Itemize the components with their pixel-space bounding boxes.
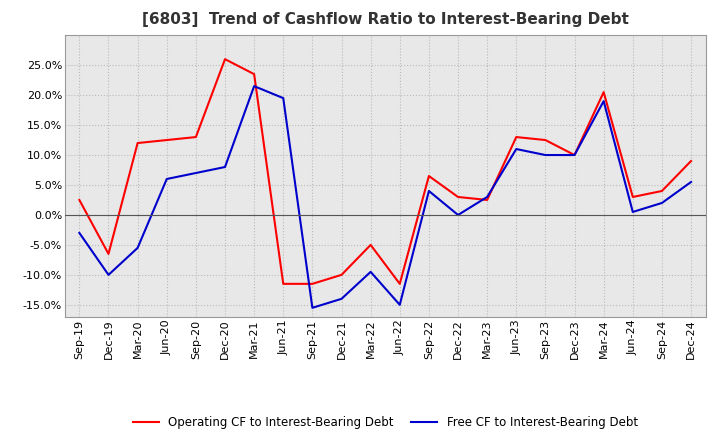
- Free CF to Interest-Bearing Debt: [250, 84, 258, 89]
- Title: [6803]  Trend of Cashflow Ratio to Interest-Bearing Debt: [6803] Trend of Cashflow Ratio to Intere…: [142, 12, 629, 27]
- Operating CF to Interest-Bearing Debt: [541, 137, 550, 143]
- Free CF to Interest-Bearing Debt: [220, 165, 229, 170]
- Free CF to Interest-Bearing Debt: [629, 209, 637, 215]
- Free CF to Interest-Bearing Debt: [483, 194, 492, 200]
- Legend: Operating CF to Interest-Bearing Debt, Free CF to Interest-Bearing Debt: Operating CF to Interest-Bearing Debt, F…: [132, 416, 638, 429]
- Operating CF to Interest-Bearing Debt: [250, 72, 258, 77]
- Operating CF to Interest-Bearing Debt: [75, 197, 84, 202]
- Operating CF to Interest-Bearing Debt: [454, 194, 462, 200]
- Free CF to Interest-Bearing Debt: [599, 99, 608, 104]
- Free CF to Interest-Bearing Debt: [163, 176, 171, 182]
- Operating CF to Interest-Bearing Debt: [104, 251, 113, 257]
- Operating CF to Interest-Bearing Debt: [163, 137, 171, 143]
- Operating CF to Interest-Bearing Debt: [599, 89, 608, 95]
- Operating CF to Interest-Bearing Debt: [512, 134, 521, 139]
- Free CF to Interest-Bearing Debt: [512, 147, 521, 152]
- Free CF to Interest-Bearing Debt: [279, 95, 287, 101]
- Operating CF to Interest-Bearing Debt: [133, 140, 142, 146]
- Operating CF to Interest-Bearing Debt: [483, 197, 492, 202]
- Line: Operating CF to Interest-Bearing Debt: Operating CF to Interest-Bearing Debt: [79, 59, 691, 284]
- Free CF to Interest-Bearing Debt: [104, 272, 113, 278]
- Free CF to Interest-Bearing Debt: [395, 302, 404, 308]
- Operating CF to Interest-Bearing Debt: [570, 152, 579, 158]
- Operating CF to Interest-Bearing Debt: [629, 194, 637, 200]
- Operating CF to Interest-Bearing Debt: [687, 158, 696, 164]
- Free CF to Interest-Bearing Debt: [657, 200, 666, 205]
- Operating CF to Interest-Bearing Debt: [192, 134, 200, 139]
- Free CF to Interest-Bearing Debt: [75, 230, 84, 235]
- Free CF to Interest-Bearing Debt: [570, 152, 579, 158]
- Free CF to Interest-Bearing Debt: [337, 296, 346, 301]
- Free CF to Interest-Bearing Debt: [425, 188, 433, 194]
- Operating CF to Interest-Bearing Debt: [657, 188, 666, 194]
- Free CF to Interest-Bearing Debt: [541, 152, 550, 158]
- Operating CF to Interest-Bearing Debt: [308, 281, 317, 286]
- Operating CF to Interest-Bearing Debt: [337, 272, 346, 278]
- Free CF to Interest-Bearing Debt: [454, 213, 462, 218]
- Free CF to Interest-Bearing Debt: [192, 170, 200, 176]
- Line: Free CF to Interest-Bearing Debt: Free CF to Interest-Bearing Debt: [79, 86, 691, 308]
- Operating CF to Interest-Bearing Debt: [220, 56, 229, 62]
- Operating CF to Interest-Bearing Debt: [395, 281, 404, 286]
- Free CF to Interest-Bearing Debt: [133, 245, 142, 250]
- Operating CF to Interest-Bearing Debt: [425, 173, 433, 179]
- Free CF to Interest-Bearing Debt: [687, 180, 696, 185]
- Free CF to Interest-Bearing Debt: [366, 269, 375, 275]
- Operating CF to Interest-Bearing Debt: [366, 242, 375, 248]
- Free CF to Interest-Bearing Debt: [308, 305, 317, 311]
- Operating CF to Interest-Bearing Debt: [279, 281, 287, 286]
